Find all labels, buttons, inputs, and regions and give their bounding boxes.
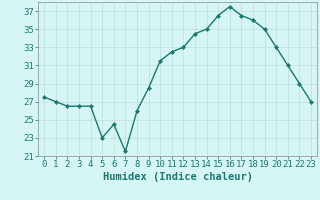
X-axis label: Humidex (Indice chaleur): Humidex (Indice chaleur) [103, 172, 252, 182]
